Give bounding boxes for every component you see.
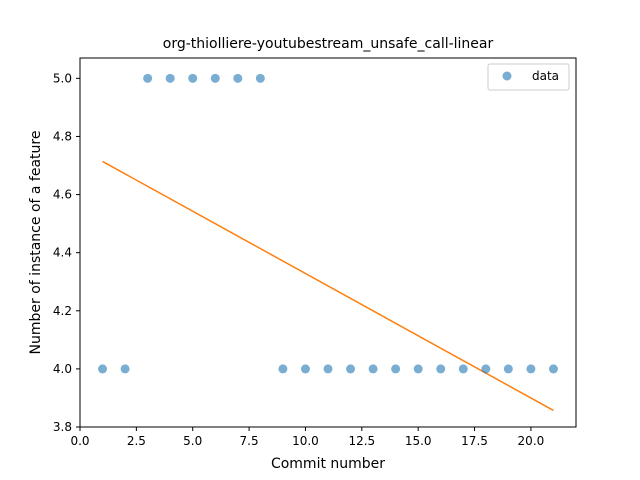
data-point xyxy=(300,364,310,374)
y-axis-ticks: 3.8 4.0 4.2 4.4 4.6 4.8 5.0 xyxy=(53,71,80,434)
data-point xyxy=(346,364,356,374)
y-tick-label: 4.6 xyxy=(53,188,72,202)
y-tick-label: 4.2 xyxy=(53,304,72,318)
legend-entry-data: data xyxy=(532,69,559,83)
data-point xyxy=(255,73,265,83)
data-point xyxy=(503,364,513,374)
data-point xyxy=(323,364,333,374)
legend: data xyxy=(487,63,570,91)
x-tick-label: 0.0 xyxy=(70,434,89,448)
chart-title: org-thiolliere-youtubestream_unsafe_call… xyxy=(163,36,494,52)
data-points xyxy=(98,73,558,374)
data-point xyxy=(120,364,130,374)
data-point xyxy=(526,364,536,374)
axes-frame xyxy=(79,57,577,428)
x-tick-label: 10.0 xyxy=(292,434,319,448)
x-tick-label: 2.5 xyxy=(127,434,146,448)
y-tick-label: 5.0 xyxy=(53,71,72,85)
x-axis-label: Commit number xyxy=(271,456,385,472)
x-tick-label: 17.5 xyxy=(461,434,488,448)
data-point xyxy=(368,364,378,374)
data-point xyxy=(391,364,401,374)
legend-marker xyxy=(502,71,512,81)
data-point xyxy=(143,73,153,83)
x-tick-label: 5.0 xyxy=(183,434,202,448)
x-tick-label: 12.5 xyxy=(348,434,375,448)
plot-area xyxy=(79,57,577,428)
data-point xyxy=(278,364,288,374)
y-tick-label: 3.8 xyxy=(53,420,72,434)
y-tick-label: 4.0 xyxy=(53,362,72,376)
legend-box xyxy=(487,63,570,91)
x-tick-label: 20.0 xyxy=(518,434,545,448)
x-tick-label: 7.5 xyxy=(240,434,259,448)
data-point xyxy=(436,364,446,374)
y-tick-label: 4.4 xyxy=(53,246,72,260)
data-point xyxy=(548,364,558,374)
data-point xyxy=(233,73,243,83)
fit-line xyxy=(102,160,554,412)
data-point xyxy=(458,364,468,374)
y-axis-label: Number of instance of a feature xyxy=(28,131,44,355)
x-tick-label: 15.0 xyxy=(405,434,432,448)
y-tick-label: 4.8 xyxy=(53,129,72,143)
x-axis-ticks: 0.0 2.5 5.0 7.5 10.0 12.5 15.0 17.5 20.0 xyxy=(70,427,544,448)
data-point xyxy=(188,73,198,83)
data-point xyxy=(165,73,175,83)
data-point xyxy=(413,364,423,374)
data-point xyxy=(98,364,108,374)
fit-line-layer xyxy=(102,160,554,412)
data-point xyxy=(481,364,491,374)
data-point xyxy=(210,73,220,83)
